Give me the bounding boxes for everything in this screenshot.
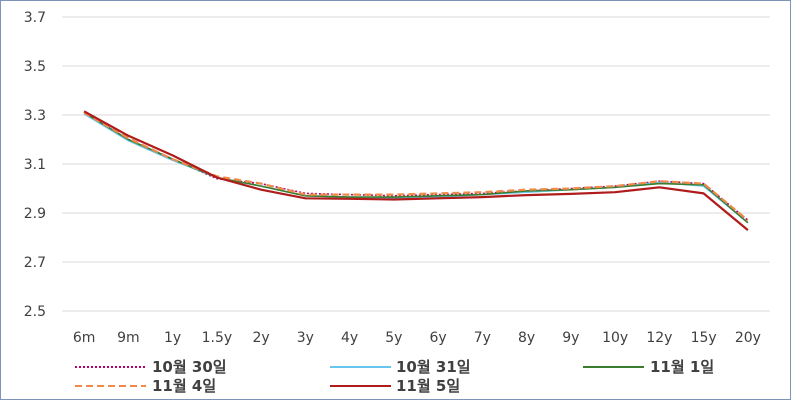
series-line-1 xyxy=(83,111,749,221)
x-tick-label: 12y xyxy=(646,330,672,346)
gridlines xyxy=(62,16,770,312)
series-line-5 xyxy=(83,110,749,231)
y-tick-label: 3.3 xyxy=(24,108,46,124)
x-tick-label: 9m xyxy=(117,330,140,346)
x-tick-label: 20y xyxy=(735,330,761,346)
x-tick-label: 9y xyxy=(562,330,579,346)
legend-item: 10월 30일 xyxy=(75,358,227,376)
legend-item: 11월 5일 xyxy=(330,377,460,395)
x-tick-label: 3y xyxy=(297,330,314,346)
x-tick-label: 6m xyxy=(73,330,96,346)
legend-label: 10월 30일 xyxy=(152,358,227,376)
legend-item: 10월 31일 xyxy=(330,358,471,376)
x-tick-label: 5y xyxy=(385,330,402,346)
y-tick-label: 3.5 xyxy=(24,59,46,75)
x-tick-label: 2y xyxy=(253,330,270,346)
series-line-3 xyxy=(83,111,749,224)
series-line-2 xyxy=(83,113,749,224)
y-tick-label: 2.7 xyxy=(24,255,46,271)
y-tick-label: 2.9 xyxy=(24,206,46,222)
x-tick-label: 15y xyxy=(691,330,717,346)
x-tick-label: 6y xyxy=(430,330,447,346)
legend-item: 11월 1일 xyxy=(583,358,714,376)
x-tick-label: 1.5y xyxy=(202,330,233,346)
legend: 10월 30일 10월 31일 11월 1일 11월 4일 11월 5일 xyxy=(75,358,714,395)
x-tick-label: 10y xyxy=(602,330,628,346)
series-lines xyxy=(83,110,749,231)
x-tick-label: 1y xyxy=(164,330,181,346)
legend-item: 11월 4일 xyxy=(75,377,216,395)
x-axis-ticks: 6m 9m 1y 1.5y 2y 3y 4y 5y 6y 7y 8y 9y 10y 12y 15y 20y xyxy=(73,330,761,346)
legend-label: 11월 1일 xyxy=(650,358,714,376)
x-tick-label: 7y xyxy=(474,330,491,346)
x-tick-label: 4y xyxy=(341,330,358,346)
y-tick-label: 3.1 xyxy=(24,157,46,173)
y-tick-label: 2.5 xyxy=(24,304,46,320)
legend-label: 10월 31일 xyxy=(396,358,471,376)
y-tick-label: 3.7 xyxy=(24,10,46,26)
x-tick-label: 8y xyxy=(518,330,535,346)
series-line-4 xyxy=(83,111,749,222)
legend-label: 11월 5일 xyxy=(396,377,460,395)
y-axis-ticks: 2.5 2.7 2.9 3.1 3.3 3.5 3.7 xyxy=(24,10,46,320)
legend-label: 11월 4일 xyxy=(152,377,216,395)
